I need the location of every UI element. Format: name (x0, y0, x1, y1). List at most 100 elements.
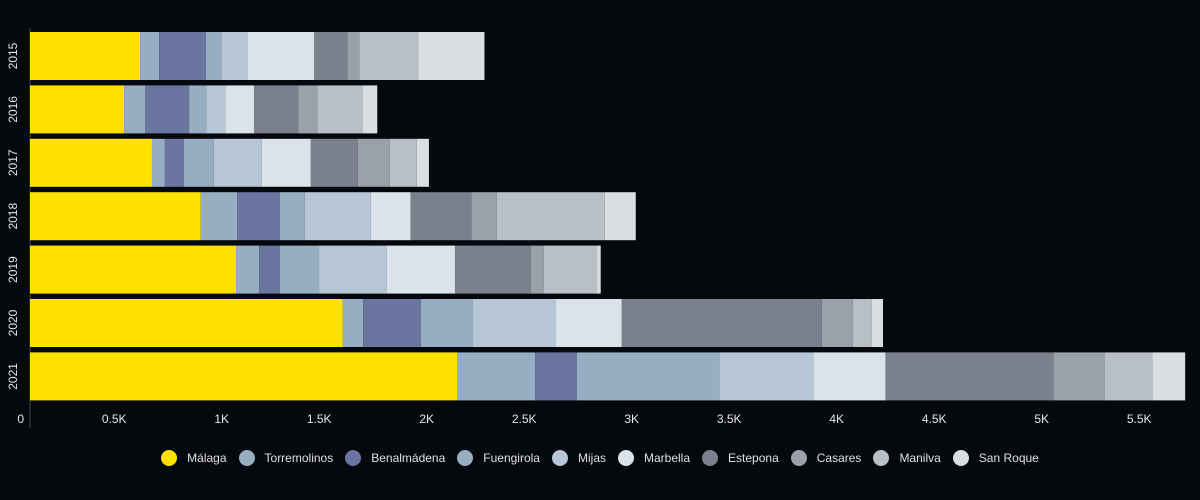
legend-marker-icon (238, 450, 255, 466)
bar-segment-mijas-2019 (319, 245, 387, 294)
bar-segment-benalmádena-2018 (237, 192, 280, 241)
legend-item[interactable]: Marbella (618, 450, 690, 466)
x-tick-label: 5.5K (1127, 412, 1152, 426)
bar-segment-fuengirola-2015 (205, 32, 222, 80)
bar-segment-casares-2017 (357, 138, 390, 187)
bar-segment-málaga-2020 (30, 299, 343, 347)
legend-item[interactable]: Torremolinos (238, 450, 334, 466)
bar-segment-fuengirola-2017 (183, 138, 214, 187)
bar-segment-benalmádena-2015 (159, 32, 206, 80)
y-tick-label: 2020 (6, 309, 20, 336)
legend-item[interactable]: Fuengirola (457, 450, 540, 466)
x-tick-label: 5K (1034, 412, 1049, 426)
legend-marker-icon (161, 450, 178, 466)
legend-item[interactable]: Casares (790, 450, 862, 466)
legend-item[interactable]: San Roque (952, 450, 1039, 466)
bar-segment-estepona-2020 (621, 299, 822, 347)
bar-segment-málaga-2015 (30, 32, 141, 80)
bar-segment-málaga-2016 (30, 85, 125, 134)
bar-segment-mijas-2021 (719, 352, 814, 401)
bar-segment-marbella-2021 (813, 352, 886, 401)
bar-segment-san-roque-2019 (597, 245, 601, 294)
bar-segment-torremolinos-2019 (236, 245, 260, 294)
x-tick-label: 1K (214, 412, 229, 426)
legend-item[interactable]: Benalmádena (345, 450, 445, 466)
legend: Málaga Torremolinos Benalmádena Fuengirola M… (0, 450, 1200, 466)
bar-segment-mijas-2020 (473, 299, 557, 347)
bar-segment-casares-2021 (1053, 352, 1105, 401)
bar-segment-manilva-2017 (389, 138, 417, 187)
x-tick-label: 1.5K (307, 412, 332, 426)
legend-label: Casares (816, 451, 862, 465)
bar-segment-marbella-2017 (261, 138, 311, 187)
bar-segment-torremolinos-2018 (200, 192, 238, 241)
legend-item[interactable]: Manilva (873, 450, 941, 466)
bar-segment-benalmádena-2021 (535, 352, 577, 401)
bar-segment-san-roque-2018 (604, 192, 636, 241)
bar-segment-málaga-2017 (30, 138, 152, 187)
bar-segment-estepona-2015 (314, 32, 348, 80)
bar-segment-casares-2016 (298, 85, 318, 134)
x-tick-label: 2.5K (512, 412, 537, 426)
y-tick-label: 2021 (6, 363, 20, 390)
bar-segment-casares-2020 (821, 299, 853, 347)
bar-segment-estepona-2021 (885, 352, 1054, 401)
bar-segment-torremolinos-2021 (457, 352, 536, 401)
bar-segment-benalmádena-2017 (164, 138, 184, 187)
bar-segment-estepona-2018 (410, 192, 472, 241)
bar-segment-fuengirola-2018 (279, 192, 305, 241)
bar-segment-torremolinos-2015 (140, 32, 160, 80)
x-tick-label: 0.5K (102, 412, 127, 426)
bar-segment-estepona-2016 (254, 85, 299, 134)
legend-item[interactable]: Málaga (161, 450, 227, 466)
legend-marker-icon (457, 450, 474, 466)
legend-label: Fuengirola (483, 451, 540, 465)
y-tick-label: 2015 (6, 42, 20, 69)
bar-segment-san-roque-2021 (1152, 352, 1186, 401)
legend-marker-icon (790, 450, 807, 466)
bar-segment-marbella-2016 (225, 85, 255, 134)
legend-marker-icon (702, 450, 719, 466)
bar-segment-manilva-2019 (543, 245, 598, 294)
x-tick-label: 4.5K (922, 412, 947, 426)
legend-marker-icon (952, 450, 969, 466)
legend-marker-icon (618, 450, 634, 466)
bar-segment-mijas-2015 (221, 32, 248, 80)
legend-marker-icon (873, 450, 890, 466)
bar-segment-fuengirola-2016 (189, 85, 207, 134)
bar-segment-san-roque-2017 (416, 138, 429, 187)
stacked-bar-chart: 2015 2016 2017 2018 2019 2020 2021 0 0.5K 1K 1.5K 2… (6, 28, 1186, 428)
bar-segment-marbella-2015 (247, 32, 315, 80)
legend-label: Torremolinos (264, 451, 334, 465)
bar-segment-mijas-2017 (213, 138, 262, 187)
bar-segment-san-roque-2016 (362, 85, 378, 134)
bar-segment-manilva-2021 (1104, 352, 1153, 401)
x-tick-label: 3.5K (717, 412, 742, 426)
bar-segment-málaga-2019 (30, 245, 237, 294)
bar-segment-manilva-2018 (496, 192, 605, 241)
legend-item[interactable]: Mijas (551, 450, 606, 466)
bar-segment-benalmádena-2020 (363, 299, 421, 347)
bar-segment-málaga-2021 (30, 352, 458, 401)
x-tick-label: 0 (17, 412, 24, 426)
x-tick-label: 3K (624, 412, 639, 426)
bar-segment-torremolinos-2020 (342, 299, 364, 347)
legend-label: Marbella (644, 451, 691, 465)
bar-segment-san-roque-2015 (418, 32, 485, 80)
legend-label: Estepona (728, 451, 779, 465)
bar-segment-casares-2018 (471, 192, 497, 241)
y-tick-label: 2018 (6, 203, 20, 230)
bar-segment-estepona-2019 (454, 245, 532, 294)
bar-segment-san-roque-2020 (871, 299, 884, 347)
bar-segment-casares-2015 (347, 32, 360, 80)
y-tick-label: 2016 (6, 96, 20, 123)
bar-segment-manilva-2016 (317, 85, 363, 134)
bar-segment-manilva-2015 (359, 32, 419, 80)
bar-segment-casares-2019 (531, 245, 544, 294)
legend-label: San Roque (978, 451, 1039, 465)
legend-item[interactable]: Estepona (702, 450, 779, 466)
x-tick-label: 4K (829, 412, 844, 426)
bar-segment-fuengirola-2019 (279, 245, 320, 294)
bar-segment-mijas-2018 (304, 192, 371, 241)
bar-segment-fuengirola-2020 (420, 299, 474, 347)
